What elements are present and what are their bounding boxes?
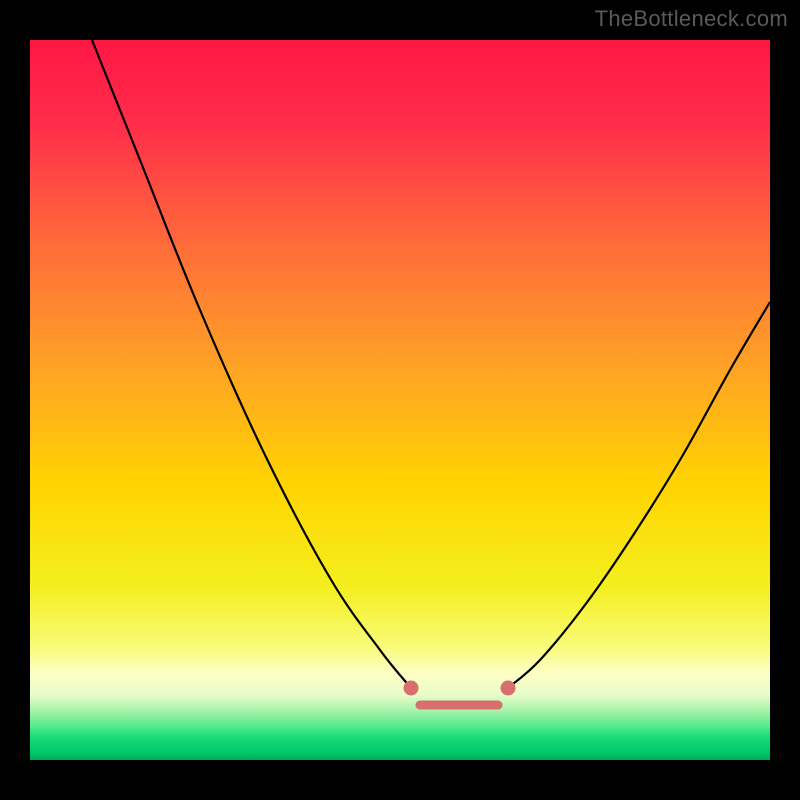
end-dot-right — [501, 681, 516, 696]
bottleneck-curve — [30, 40, 770, 760]
watermark-text: TheBottleneck.com — [595, 6, 788, 32]
chart-frame: TheBottleneck.com — [0, 0, 800, 800]
end-dot-left — [404, 681, 419, 696]
curve-left-branch — [92, 40, 411, 688]
curve-right-branch — [508, 302, 770, 688]
plot-area — [30, 40, 770, 760]
